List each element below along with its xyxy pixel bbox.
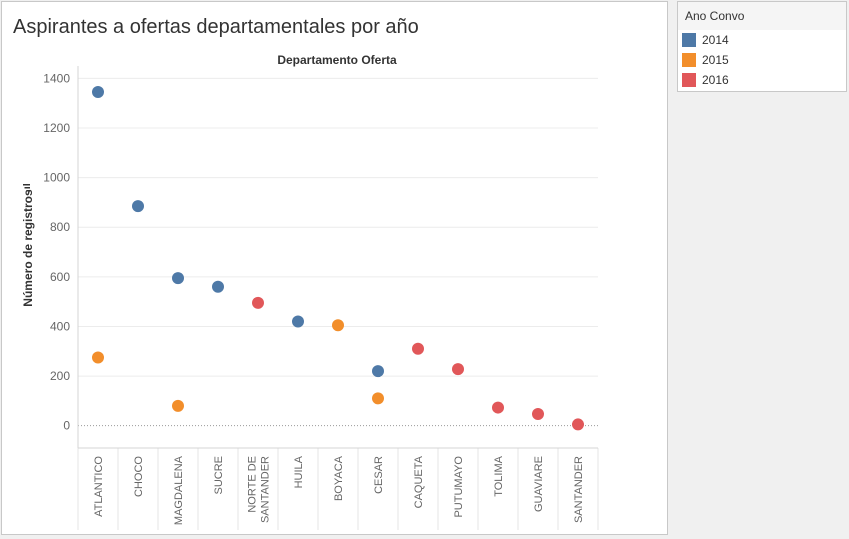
point-2014-sucre[interactable] [212,280,224,293]
point-2016-santander[interactable] [572,418,584,431]
x-tick-label: GUAVIARE [533,456,545,512]
page-title: Aspirantes a ofertas departamentales por… [13,16,419,38]
x-tick-label: ATLANTICO [93,456,105,517]
x-tick-label: MAGDALENA [173,455,185,525]
y-tick-label: 600 [50,270,70,284]
x-tick-label: SUCRE [213,456,225,495]
x-axis-title: Departamento Oferta [277,53,397,67]
x-tick-label-line: CESAR [373,456,385,494]
point-2014-huila[interactable] [292,315,304,328]
point-2015-cesar[interactable] [372,392,384,405]
point-2015-atlantico[interactable] [92,351,104,364]
x-tick-label-line: NORTE DE [247,456,259,513]
legend-item-2016[interactable]: 2016 [678,70,846,90]
legend-swatch [682,33,696,47]
point-2015-magdalena[interactable] [172,399,184,412]
x-tick-label-line: SANTANDER [260,456,272,523]
y-tick-label: 1400 [43,71,70,85]
x-tick-label-line: SUCRE [213,456,225,495]
legend-label: 2016 [702,73,729,87]
legend-item-2014[interactable]: 2014 [678,30,846,50]
sort-icon[interactable] [23,184,30,192]
x-tick-label: CAQUETA [413,455,425,508]
x-tick-label: CESAR [373,456,385,494]
legend-item-2015[interactable]: 2015 [678,50,846,70]
x-tick-label: NORTE DE SANTANDER [247,456,272,523]
x-tick-label-line: BOYACA [333,455,345,501]
x-tick-label-line: CAQUETA [413,455,425,508]
x-tick-label: HUILA [293,455,305,488]
point-2014-atlantico[interactable] [92,86,104,99]
y-axis: 0 200 400 600 800 1000 1200 1400 [43,66,79,448]
scatter-chart: 0 200 400 600 800 1000 1200 1400 ATLANTICO CHOCO… [21,53,599,530]
point-2014-choco[interactable] [132,200,144,213]
legend-label: 2014 [702,33,729,47]
y-tick-label: 0 [63,419,70,433]
x-tick-label-line: TOLIMA [493,455,505,496]
y-tick-label: 1000 [43,171,70,185]
point-2016-norte-de-santander[interactable] [252,296,264,309]
point-2014-cesar[interactable] [372,365,384,378]
data-points [92,86,584,431]
x-tick-label: PUTUMAYO [453,456,465,518]
grid-lines [78,77,598,427]
x-tick-label-line: HUILA [293,455,305,488]
x-tick-label: SANTANDER [573,456,585,523]
legend-title: Ano Convo [678,2,846,30]
y-tick-label: 400 [50,319,70,333]
x-tick-label-line: PUTUMAYO [453,456,465,518]
legend-swatch [682,53,696,67]
y-tick-label: 1200 [43,121,70,135]
x-tick-label-line: ATLANTICO [93,456,105,517]
y-tick-label: 200 [50,369,70,383]
x-tick-label: CHOCO [133,456,145,497]
legend-swatch [682,73,696,87]
x-tick-label-line: MAGDALENA [173,455,185,525]
x-tick-label-line: CHOCO [133,456,145,497]
y-tick-label: 800 [50,220,70,234]
point-2016-tolima[interactable] [492,401,504,414]
y-axis-title: Número de registros [21,189,35,307]
x-tick-label-line: GUAVIARE [533,456,545,512]
x-tick-label: BOYACA [333,455,345,501]
chart-panel: Aspirantes a ofertas departamentales por… [1,1,668,535]
point-2016-guaviare[interactable] [532,408,544,421]
point-2016-caqueta[interactable] [412,342,424,355]
x-tick-label: TOLIMA [493,455,505,496]
x-tick-label-line: SANTANDER [573,456,585,523]
point-2015-boyaca[interactable] [332,319,344,332]
point-2014-magdalena[interactable] [172,272,184,285]
legend-label: 2015 [702,53,729,67]
x-axis: ATLANTICO CHOCO MAGDALENA SUCRE NORTE DE SANT… [77,447,599,530]
point-2016-putumayo[interactable] [452,363,464,376]
legend: Ano Convo 2014 2015 2016 [677,1,847,92]
